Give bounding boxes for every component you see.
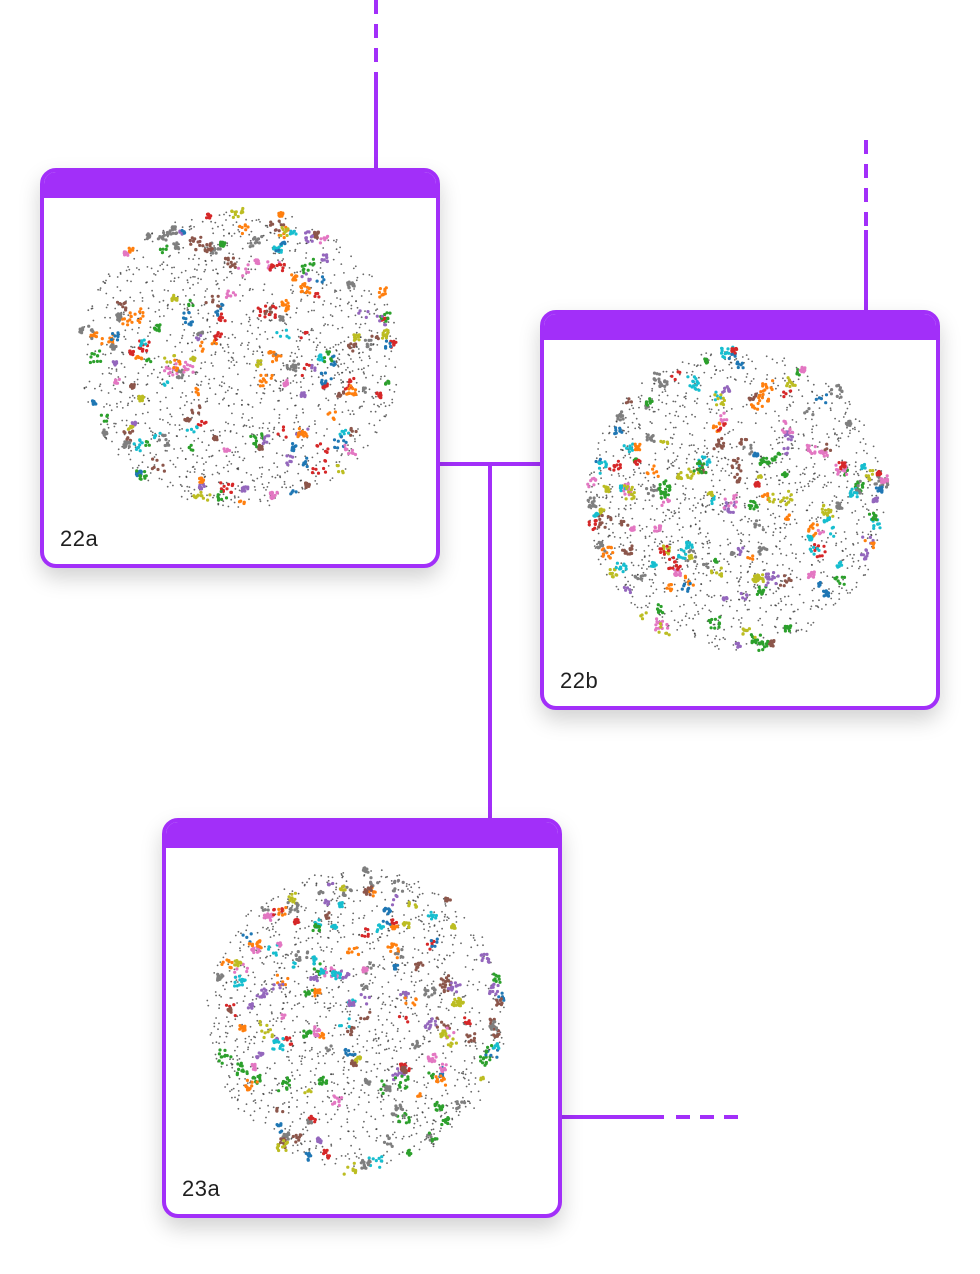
cluster-scatter-plot <box>78 206 398 508</box>
card-label: 22a <box>60 526 99 551</box>
card-label: 22b <box>560 668 599 693</box>
cluster-scatter-plot <box>585 345 890 652</box>
card-22a[interactable]: 22a <box>40 168 440 568</box>
card-header <box>544 314 936 340</box>
card-label: 23a <box>182 1176 221 1201</box>
card-header <box>44 172 436 198</box>
card-23a[interactable]: 23a <box>162 818 562 1218</box>
card-22b[interactable]: 22b <box>540 310 940 710</box>
cluster-scatter-plot <box>206 866 506 1176</box>
card-header <box>166 822 558 848</box>
